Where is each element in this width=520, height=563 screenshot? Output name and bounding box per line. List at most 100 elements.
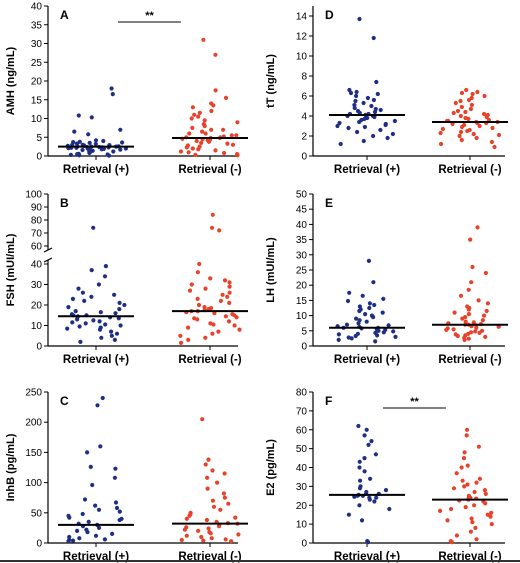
panel-b-data-point — [178, 333, 183, 338]
panel-a-data-point — [200, 129, 205, 134]
panel-f-y-tick-label: 50 — [296, 444, 308, 455]
panel-e-data-point — [344, 322, 350, 327]
panel-e-data-point — [357, 308, 362, 314]
panel-c-data-point — [102, 537, 107, 542]
panel-e-data-point — [376, 328, 381, 333]
panel-d-data-point — [362, 124, 367, 130]
panel-b-y-tick-label: 20 — [31, 301, 43, 312]
panel-b-data-point — [117, 300, 122, 305]
panel-c-y-axis-label: InhB (pg/mL) — [5, 433, 17, 501]
panel-a-data-point — [194, 138, 199, 144]
panel-f-data-point — [357, 465, 362, 470]
panel-f-data-point — [365, 540, 371, 545]
panel-d-data-point — [458, 98, 463, 104]
panel-d-y-axis-label: tT (ng/mL) — [265, 54, 277, 108]
panel-f-data-point — [383, 488, 389, 493]
panel-c-data-point — [113, 500, 119, 505]
panel-f-y-tick-label: 10 — [296, 520, 308, 531]
panel-e-data-point — [375, 333, 380, 338]
panel-b-data-point — [65, 326, 70, 331]
panel-b-data-point — [89, 268, 94, 273]
panel-c-y-tick-label: 50 — [31, 508, 43, 519]
panel-b-data-point — [103, 322, 108, 327]
panel-e-data-point — [371, 315, 376, 320]
panel-c-data-point — [203, 462, 208, 467]
panel-e-data-point — [345, 298, 351, 304]
panel-f-data-point — [362, 469, 367, 474]
panel-d-data-point — [458, 129, 464, 135]
panel-c-data-point — [229, 539, 234, 544]
panel-b-data-point — [217, 228, 222, 233]
panel-d-data-point — [357, 16, 362, 22]
panel-f-data-point — [364, 427, 369, 432]
panel-c-data-point — [100, 395, 105, 401]
panel-a-data-point — [202, 123, 207, 129]
panel-c-data-point — [90, 482, 95, 488]
panel-f-y-tick-label: 70 — [296, 406, 308, 417]
panel-d-y-tick-label: 0 — [301, 152, 307, 163]
panel-f-data-point — [445, 518, 450, 523]
panel-f-data-point — [387, 506, 392, 512]
panel-f-data-point — [474, 537, 479, 542]
panel-d-data-point — [471, 131, 476, 137]
panel-d-data-point — [477, 123, 482, 129]
panel-d-data-point — [470, 91, 475, 97]
panel-d-data-point — [438, 130, 443, 136]
panel-c-data-point — [67, 515, 72, 520]
panel-d-data-point — [392, 118, 397, 124]
panel-e-data-point — [474, 325, 479, 330]
panel-e-y-tick-label: 10 — [296, 311, 308, 322]
panel-e-data-point — [477, 330, 482, 335]
panel-e-data-point — [484, 308, 489, 314]
panel-c-data-point — [95, 403, 100, 408]
panel-e-data-point — [496, 324, 501, 329]
panel-f-significance-label: ** — [410, 396, 419, 408]
panel-c-data-point — [233, 515, 238, 520]
panel-d-data-point — [492, 144, 497, 150]
panel-a-data-point — [86, 132, 91, 137]
panel-d-data-point — [361, 138, 366, 144]
panel-b-data-point — [227, 290, 232, 295]
panel-e-data-point — [458, 293, 464, 298]
panel-b-data-point — [212, 311, 217, 316]
panel-c-data-point — [187, 513, 192, 518]
panel-a-y-tick-label: 5 — [36, 133, 42, 144]
panel-b-data-point — [227, 280, 232, 285]
panel-a-data-point — [93, 138, 99, 143]
panel-c-data-point — [117, 509, 122, 514]
panel-a-data-point — [213, 148, 218, 153]
panel-a-y-tick-label: 25 — [31, 58, 43, 69]
panel-e-data-point — [466, 336, 471, 341]
panel-d-category-label: Retrieval (-) — [438, 164, 501, 176]
panel-d-data-point — [475, 89, 480, 95]
panel-d-data-point — [496, 132, 502, 138]
panel-e-data-point — [363, 312, 368, 317]
panel-d-data-point — [348, 90, 354, 96]
panel-b-data-point — [211, 322, 216, 327]
panel-d-data-point — [466, 97, 472, 103]
panel-b-data-point — [197, 261, 202, 267]
panel-f-data-point — [369, 439, 374, 444]
panel-e-data-point — [336, 337, 341, 342]
panel-b-data-point — [77, 324, 82, 329]
panel-a-y-tick-label: 40 — [31, 2, 43, 13]
panel-e-data-point — [466, 312, 471, 317]
panel-d-y-tick-label: 2 — [301, 132, 307, 143]
panel-b-data-point — [89, 294, 94, 299]
panel-f-data-point — [474, 480, 479, 485]
panel-c-data-point — [117, 517, 122, 523]
panel-e-data-point — [470, 264, 475, 270]
panel-e-data-point — [381, 296, 386, 301]
panel-e-data-point — [347, 290, 352, 295]
panel-a-y-tick-label: 35 — [31, 20, 43, 31]
panel-f-data-point — [470, 520, 475, 525]
panel-a-data-point — [89, 115, 94, 120]
panel-d-data-point — [352, 105, 357, 111]
panel-d-data-point — [464, 87, 469, 93]
panel-a-data-point — [209, 127, 214, 132]
panel-e-data-point — [371, 280, 376, 285]
panel-f-data-point — [462, 484, 467, 489]
panel-d-data-point — [490, 125, 495, 131]
panel-c-panel-letter: C — [60, 394, 69, 408]
panel-a-data-point — [213, 52, 218, 57]
